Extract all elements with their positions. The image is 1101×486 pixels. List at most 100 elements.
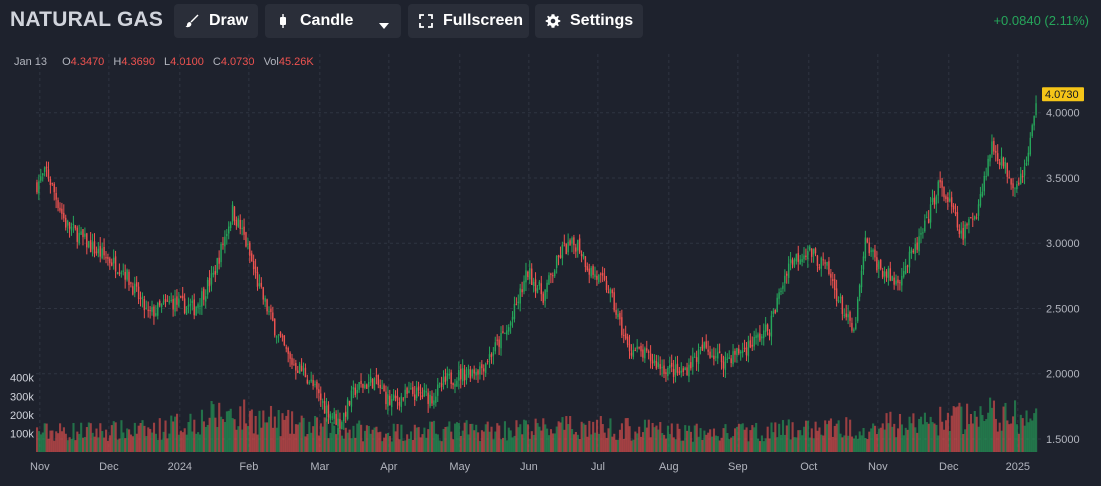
- volume-bar: [250, 409, 253, 452]
- time-tick-label: Sep: [728, 461, 748, 473]
- candle-body: [571, 238, 573, 244]
- candle-body: [300, 365, 303, 372]
- legend-date: Jan 13: [14, 56, 48, 68]
- candle-body: [410, 388, 412, 390]
- candlestick-chart[interactable]: 1.5000 2.0000 2.5000 3.0000 3.5000 4.0000 4.07…: [0, 44, 1101, 486]
- settings-button[interactable]: Settings: [535, 4, 643, 38]
- candle-body: [692, 356, 694, 367]
- volume-bar: [718, 440, 721, 452]
- candle-body: [665, 372, 667, 374]
- volume-bar: [392, 423, 395, 452]
- candle-body: [343, 412, 345, 422]
- candle-body: [456, 380, 458, 387]
- candle-body: [320, 393, 322, 401]
- candle-body: [318, 389, 320, 394]
- candle-body: [327, 404, 330, 418]
- candle-body: [828, 261, 830, 275]
- price-tick-label: 4.0000: [1046, 108, 1080, 120]
- volume-bar: [793, 437, 796, 452]
- candle-body: [822, 259, 824, 261]
- candle-body: [239, 219, 241, 229]
- volume-bar: [620, 423, 623, 452]
- candle-body: [935, 196, 938, 205]
- candle-body: [61, 208, 63, 214]
- candle-body: [897, 279, 899, 283]
- volume-bar: [431, 421, 434, 452]
- candle-body: [387, 394, 389, 407]
- candle-body: [477, 370, 479, 375]
- volume-bar: [582, 423, 585, 452]
- volume-bar: [931, 422, 934, 452]
- candle-body: [757, 334, 759, 338]
- draw-button[interactable]: Draw: [174, 4, 258, 38]
- volume-bar: [640, 436, 643, 452]
- candle-body: [325, 405, 328, 414]
- volume-bar: [325, 418, 328, 452]
- volume-bar: [191, 431, 194, 452]
- volume-bar: [256, 434, 259, 452]
- candle-body: [162, 301, 165, 304]
- candle-body: [755, 335, 757, 339]
- volume-bar: [511, 437, 514, 452]
- volume-bar: [298, 422, 301, 452]
- candle-body: [605, 280, 608, 291]
- time-tick-label: 2025: [1006, 461, 1030, 473]
- volume-bar: [1025, 410, 1028, 452]
- candle-body: [933, 197, 936, 205]
- volume-bar: [409, 431, 413, 452]
- volume-bar: [158, 418, 161, 452]
- candle-body: [718, 351, 721, 353]
- candle-body: [885, 271, 888, 278]
- volume-bar: [189, 413, 192, 452]
- candle-body: [998, 162, 1001, 166]
- volume-bar: [739, 424, 742, 452]
- volume-bar: [881, 423, 884, 452]
- candle-body: [116, 272, 119, 274]
- volume-bar: [870, 428, 873, 452]
- volume-bar: [427, 429, 430, 452]
- volume-bar: [820, 434, 823, 452]
- volume-bar: [436, 434, 439, 452]
- volume-bar: [732, 436, 735, 452]
- volume-bar: [686, 430, 689, 452]
- volume-bar: [124, 438, 127, 452]
- candle-body: [647, 351, 650, 353]
- volume-bar: [388, 436, 391, 452]
- candle-body: [860, 270, 863, 288]
- candle-body: [187, 304, 190, 307]
- candle-body: [632, 350, 635, 357]
- chart-type-dropdown[interactable]: Candle: [265, 4, 401, 38]
- volume-bar: [233, 419, 236, 452]
- candle-body: [532, 281, 535, 287]
- volume-bar: [108, 435, 111, 452]
- volume-bar: [183, 428, 186, 452]
- candle-body: [304, 367, 307, 378]
- volume-bar: [559, 422, 562, 452]
- candle-body: [103, 246, 105, 256]
- candle-body: [120, 272, 123, 274]
- volume-bar: [459, 435, 462, 452]
- candle-body: [68, 222, 71, 229]
- volume-bar: [1013, 400, 1017, 452]
- candle-body: [373, 377, 376, 391]
- time-tick-label: Dec: [99, 461, 119, 473]
- fullscreen-button[interactable]: Fullscreen: [408, 4, 529, 38]
- candle-body: [228, 226, 230, 234]
- candle-body: [366, 384, 368, 389]
- volume-bar: [693, 425, 696, 452]
- candle-body: [732, 351, 734, 365]
- candle-body: [968, 219, 970, 226]
- volume-bar: [952, 406, 955, 452]
- volume-bar: [1035, 408, 1038, 452]
- volume-bar: [116, 439, 119, 452]
- volume-bar: [781, 420, 785, 452]
- candle-body: [97, 248, 100, 254]
- volume-bar: [992, 400, 996, 452]
- volume-bar: [110, 425, 113, 452]
- volume-bar: [152, 422, 156, 452]
- volume-bar: [239, 406, 242, 452]
- candle-body: [383, 385, 385, 392]
- candle-body: [272, 312, 274, 321]
- candle-body: [193, 299, 195, 316]
- volume-bar: [64, 433, 67, 452]
